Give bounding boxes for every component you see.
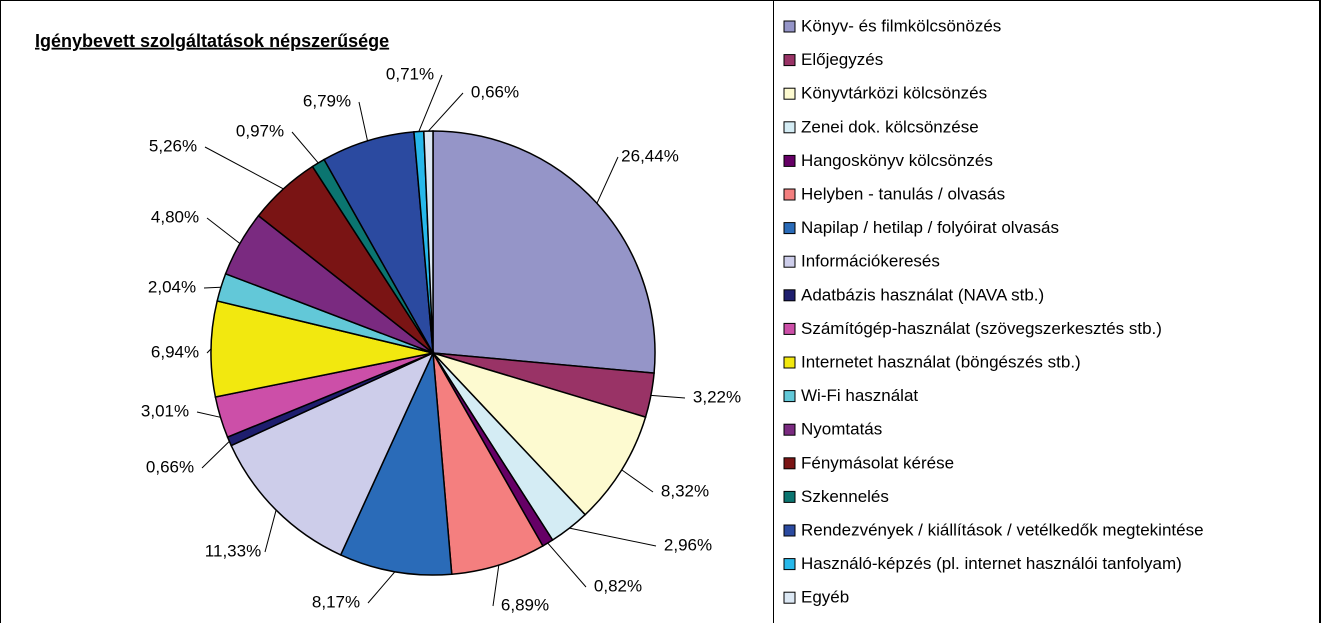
legend-label: Előjegyzés [801,50,883,69]
leader-line [621,469,654,493]
data-label: 0,66% [471,82,519,101]
legend-swatch [783,54,796,67]
legend-swatch [783,390,796,403]
legend-swatch [783,255,796,268]
legend-swatch [783,289,796,302]
leader-line [650,394,686,399]
legend-label: Egyéb [801,588,849,607]
leader-line [264,509,277,553]
legend-label: Wi-Fi használat [801,386,918,405]
legend-swatch [783,87,796,100]
leader-line [418,74,443,132]
data-label: 0,66% [146,457,194,476]
legend-label: Számítógép-használat (szövegszerkesztés … [801,319,1162,338]
legend-label: Rendezvények / kiállítások / vetélkedők … [801,520,1204,539]
leader-line [596,156,619,204]
data-label: 0,71% [386,64,434,83]
legend-swatch [783,154,796,167]
data-label: 3,22% [693,387,741,406]
legend-label: Szkennelés [801,487,889,506]
legend-label: Internetet használat (böngészés stb.) [801,352,1081,371]
leader-line [291,131,319,164]
leader-line [201,440,230,469]
legend-swatch [783,524,796,537]
legend-frame [773,0,1320,623]
leader-line [358,101,369,141]
pie-slice [230,351,435,556]
data-label: 2,04% [148,277,196,296]
data-label: 5,26% [149,136,197,155]
data-label: 6,89% [501,595,549,614]
leader-line [428,92,464,132]
legend-label: Használó-képzés (pl. internet használói … [801,554,1182,573]
legend-swatch [783,591,796,604]
legend-label: Adatbázis használat (NAVA stb.) [801,285,1044,304]
legend-label: Fénymásolat kérése [801,453,954,472]
data-label: 26,44% [621,146,679,165]
leader-line [203,286,221,289]
legend-label: Napilap / hetilap / folyóirat olvasás [801,218,1059,237]
legend-swatch [783,188,796,201]
data-label: 6,79% [303,91,351,110]
data-label: 6,94% [151,342,199,361]
leader-line [492,564,500,607]
legend-label: Könyv- és filmkölcsönözés [801,16,1001,35]
legend-swatch [783,490,796,503]
leader-line [196,411,221,418]
legend-label: Információkeresés [801,252,940,271]
legend-swatch [783,322,796,335]
legend-swatch [783,457,796,470]
data-label: 2,96% [664,535,712,554]
data-label: 4,80% [151,207,199,226]
legend-label: Zenei dok. kölcsönzése [801,117,979,136]
legend-label: Hangoskönyv kölcsönzés [801,151,993,170]
legend-swatch [783,20,796,33]
legend-label: Nyomtatás [801,420,882,439]
legend-swatch [783,222,796,235]
legend-swatch [783,356,796,369]
chart-title: Igénybevett szolgáltatások népszerűsége [35,31,389,51]
legend-swatch [783,121,796,134]
data-label: 0,82% [594,576,642,595]
leader-line [367,571,396,604]
legend-swatch [783,423,796,436]
leader-line [569,527,657,547]
data-label: 3,01% [141,401,189,420]
leader-line [204,146,284,190]
legend-swatch [783,558,796,571]
legend-label: Könyvtárközi kölcsönzés [801,84,987,103]
data-label: 8,32% [661,481,709,500]
legend: Könyv- és filmkölcsönözés Előjegyzés Könyv… [783,16,1204,607]
leader-line [206,217,241,244]
legend-label: Helyben - tanulás / olvasás [801,184,1005,203]
data-label: 11,33% [205,541,261,560]
leader-line [547,542,587,588]
leader-line [206,348,212,354]
data-label: 8,17% [312,592,360,611]
data-label: 0,97% [236,121,284,140]
